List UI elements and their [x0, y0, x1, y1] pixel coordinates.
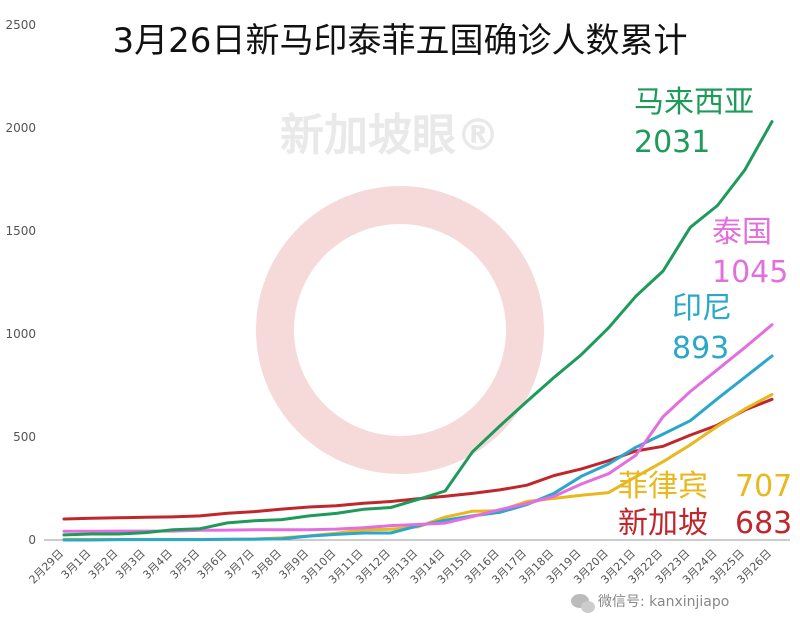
label-indonesia-name: 印尼 [672, 291, 732, 326]
label-singapore-name: 新加坡 [618, 506, 708, 541]
y-tick-label: 2000 [5, 121, 36, 135]
wechat-icon [571, 594, 595, 613]
label-singapore-value: 683 [735, 506, 792, 541]
label-philippines-value: 707 [735, 469, 792, 504]
y-tick-label: 1500 [5, 224, 36, 238]
y-axis-ticks: 0 500 1000 1500 2000 2500 [5, 18, 36, 547]
watermark-logo [256, 186, 544, 474]
watermark: 新加坡眼® [256, 110, 544, 474]
label-malaysia-name: 马来西亚 [634, 85, 754, 120]
x-tick-label: 3月7日 [222, 547, 257, 582]
series-lines [62, 120, 774, 542]
x-tick-label: 2月29日 [27, 547, 67, 587]
x-tick-label: 3月6日 [195, 547, 230, 582]
x-tick-label: 3月5日 [168, 547, 203, 582]
footer: 微信号: kanxinjiapo [571, 594, 729, 613]
label-thailand-name: 泰国 [712, 215, 772, 250]
y-tick-label: 500 [13, 430, 36, 444]
label-indonesia-value: 893 [672, 331, 729, 366]
x-tick-label: 3月8日 [249, 547, 284, 582]
footer-text: 微信号: kanxinjiapo [598, 594, 729, 610]
x-tick-label: 3月2日 [86, 547, 121, 582]
x-tick-label: 3月4日 [140, 547, 175, 582]
chart-title: 3月26日新马印泰菲五国确诊人数累计 [113, 21, 688, 61]
x-tick-label: 3月1日 [59, 547, 94, 582]
series-labels: 马来西亚 2031 泰国 1045 印尼 893 菲律宾 707 新加坡 683 [618, 85, 792, 541]
watermark-text: 新加坡眼® [280, 110, 500, 161]
x-axis-ticks: 2月29日3月1日3月2日3月3日3月4日3月5日3月6日3月7日3月8日3月9… [27, 547, 775, 587]
series-line-0 [62, 120, 774, 537]
y-tick-label: 2500 [5, 18, 36, 32]
y-tick-label: 1000 [5, 327, 36, 341]
y-tick-label: 0 [28, 533, 36, 547]
label-thailand-value: 1045 [712, 255, 788, 290]
label-philippines-name: 菲律宾 [618, 469, 708, 504]
label-malaysia-value: 2031 [634, 125, 710, 160]
x-tick-label: 3月3日 [113, 547, 148, 582]
